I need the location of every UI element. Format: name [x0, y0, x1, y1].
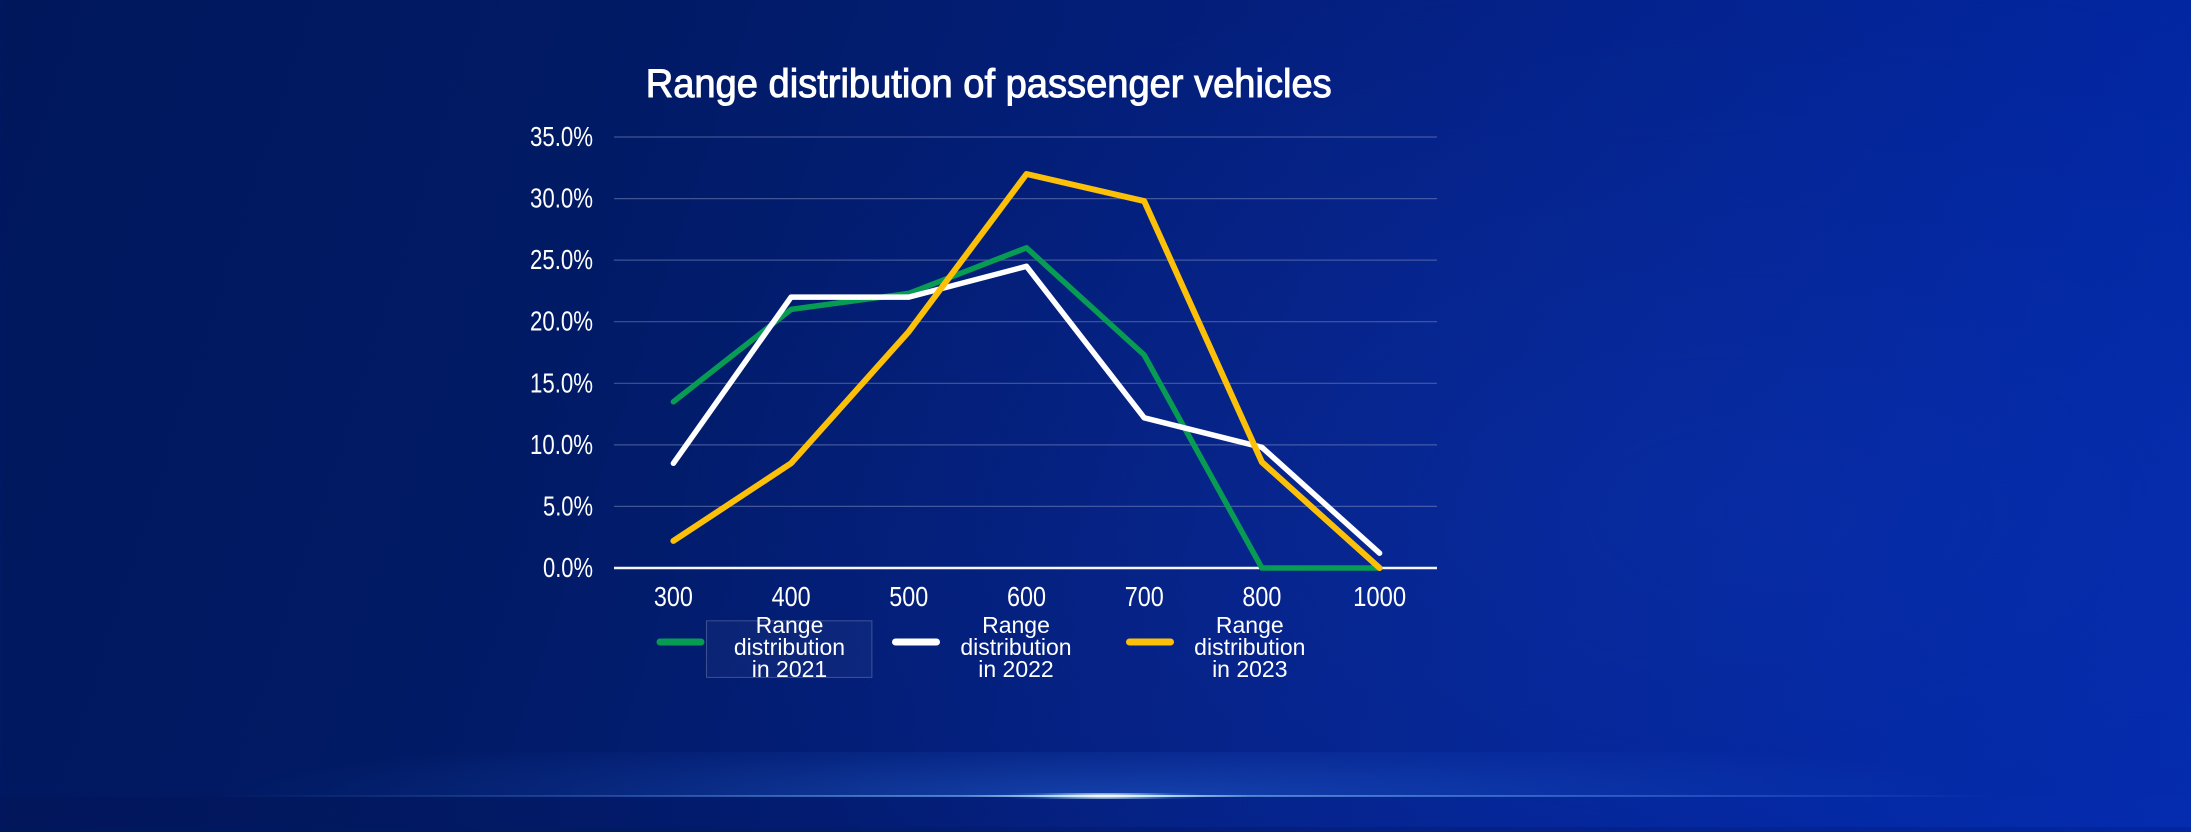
- svg-text:Range: Range: [1216, 612, 1284, 638]
- svg-text:Range: Range: [756, 612, 824, 638]
- svg-text:500: 500: [889, 581, 928, 612]
- svg-text:0.0%: 0.0%: [543, 552, 593, 583]
- svg-text:35.0%: 35.0%: [530, 121, 593, 152]
- svg-text:Range distribution of passenge: Range distribution of passenger vehicles: [646, 62, 1332, 106]
- svg-text:in 2022: in 2022: [978, 656, 1053, 682]
- svg-text:25.0%: 25.0%: [530, 244, 593, 275]
- svg-text:distribution: distribution: [960, 634, 1071, 660]
- svg-text:30.0%: 30.0%: [530, 183, 593, 214]
- svg-text:400: 400: [772, 581, 811, 612]
- svg-text:15.0%: 15.0%: [530, 367, 593, 398]
- svg-text:in 2023: in 2023: [1212, 656, 1287, 682]
- svg-text:in 2021: in 2021: [752, 656, 827, 682]
- svg-text:Range: Range: [982, 612, 1050, 638]
- svg-text:distribution: distribution: [734, 634, 845, 660]
- svg-text:700: 700: [1125, 581, 1164, 612]
- svg-text:distribution: distribution: [1194, 634, 1305, 660]
- svg-text:600: 600: [1007, 581, 1046, 612]
- svg-text:800: 800: [1242, 581, 1281, 612]
- svg-text:5.0%: 5.0%: [543, 490, 593, 521]
- svg-text:300: 300: [654, 581, 693, 612]
- svg-text:20.0%: 20.0%: [530, 306, 593, 337]
- svg-text:10.0%: 10.0%: [530, 429, 593, 460]
- svg-text:1000: 1000: [1353, 581, 1406, 612]
